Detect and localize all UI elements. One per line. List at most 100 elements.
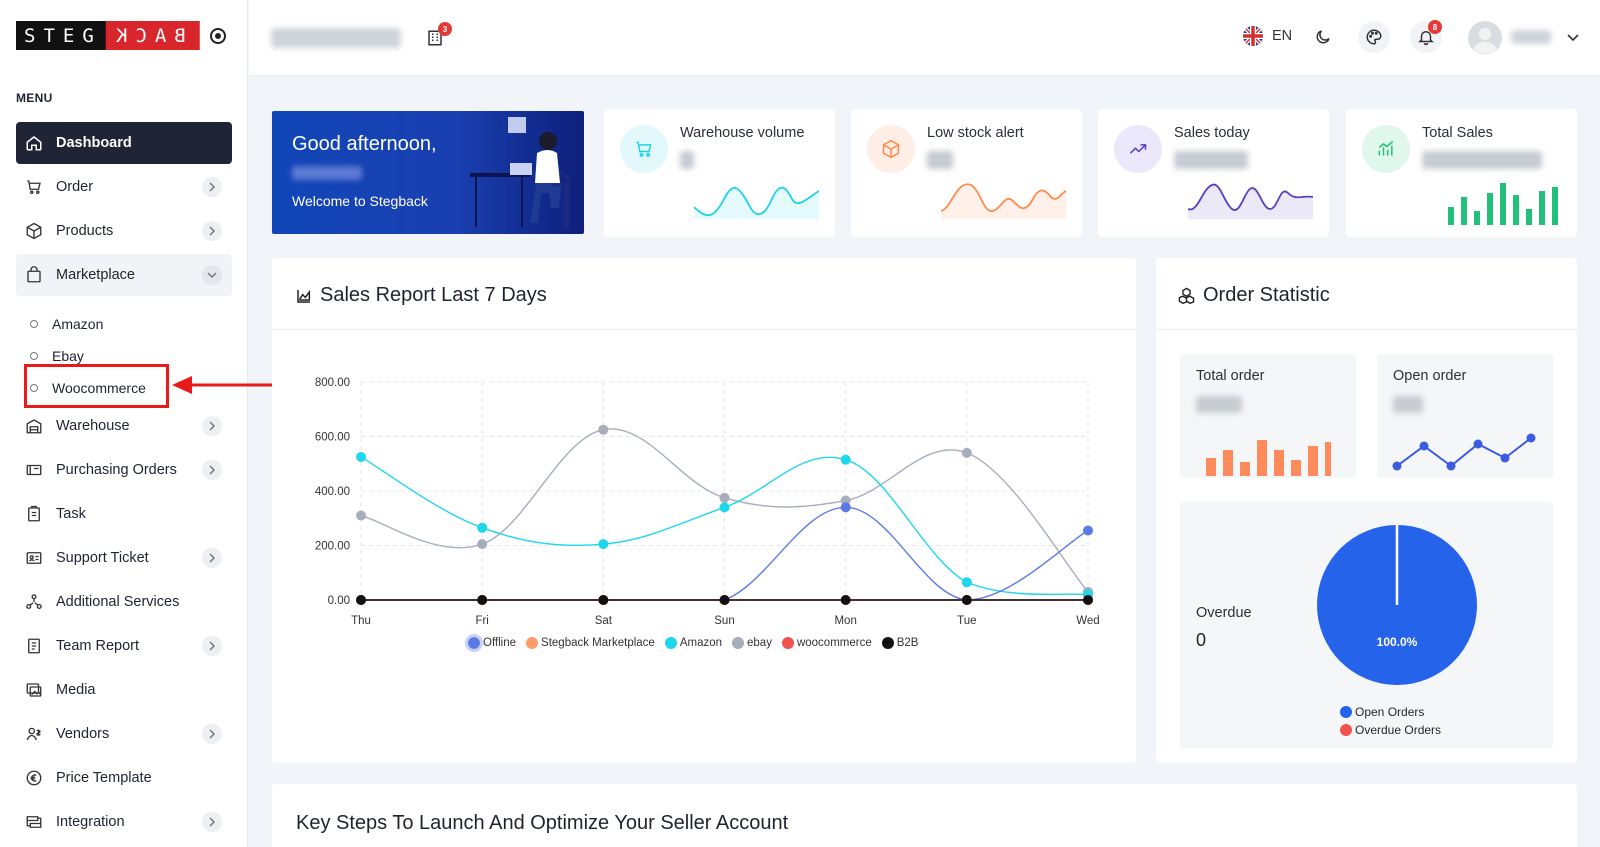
sidebar-item-warehouse[interactable]: Warehouse [16,405,232,447]
legend-item-amazon[interactable]: Amazon [664,637,722,649]
notifications-button[interactable]: 8 [1410,20,1442,53]
company-name-blurred[interactable] [271,28,401,48]
welcome-subtitle: Welcome to Stegback [292,193,428,209]
chevron-down-icon[interactable] [202,265,222,285]
sidebar-item-label: Team Report [56,638,140,654]
data-point-amazon [598,539,609,550]
data-point-b2b [477,595,488,605]
open-order-tile: Open order [1377,354,1553,478]
sidebar-subitem-woocommerce[interactable]: Woocommerce [30,378,146,398]
total-order-value-blurred [1196,396,1242,413]
avatar[interactable] [1468,21,1502,55]
divider [272,329,1136,330]
sidebar: STEG BACK MENU Dashboard Order Products … [0,0,248,847]
sidebar-item-label: Price Template [56,770,152,786]
chevron-right-icon[interactable] [202,460,222,480]
sidebar-item-media[interactable]: Media [16,669,232,711]
data-point-offline [840,502,851,513]
open-order-label: Open order [1393,368,1467,384]
x-tick-label: Tue [957,615,976,627]
chevron-right-icon[interactable] [202,724,222,744]
theme-button[interactable] [1358,21,1390,53]
logo-text-left: STEG [16,21,106,50]
sidebar-item-vendors[interactable]: Vendors [16,713,232,755]
chevron-right-icon[interactable] [202,416,222,436]
sidebar-item-marketplace[interactable]: Marketplace [16,254,232,296]
sidebar-item-integration[interactable]: Integration [16,801,232,843]
media-icon [24,680,44,700]
sidebar-item-purchasing-orders[interactable]: Purchasing Orders [16,449,232,491]
building-badge: 3 [438,22,452,36]
overdue-label: Overdue [1196,605,1252,621]
series-line-amazon [360,456,1089,596]
data-point-ebay [598,424,609,435]
key-steps-card: Key Steps To Launch And Optimize Your Se… [272,784,1577,847]
box-icon [867,125,915,173]
dark-mode-toggle[interactable] [1307,21,1339,53]
data-point-b2b [598,595,609,605]
data-point-b2b [961,595,972,605]
data-point-b2b [1083,595,1093,605]
chevron-down-icon[interactable] [1567,33,1579,43]
trending-up-icon [1114,125,1162,173]
chevron-right-icon[interactable] [202,636,222,656]
overdue-tile: Overdue 0 100.0% Open Orders Overdue Ord… [1180,502,1553,748]
legend-label: woocommerce [796,637,872,649]
legend-dot-icon [881,637,894,649]
user-name-blurred [292,166,362,180]
stat-value-blurred [680,151,694,169]
sidebar-item-products[interactable]: Products [16,210,232,252]
legend-item-stegback-marketplace[interactable]: Stegback Marketplace [526,637,655,649]
pie-legend-open-orders[interactable]: Open Orders [1340,705,1424,719]
bag-icon [24,265,44,285]
data-point-amazon [477,522,488,533]
user-name-blurred[interactable] [1511,30,1551,44]
sidebar-item-order[interactable]: Order [16,166,232,208]
language-selector[interactable]: EN [1242,25,1292,47]
x-tick-label: Thu [351,615,371,627]
chevron-right-icon[interactable] [202,812,222,832]
sidebar-item-label: Marketplace [56,267,135,283]
data-point-b2b [840,595,851,605]
sidebar-item-label: Dashboard [56,135,132,151]
sidebar-item-team-report[interactable]: Team Report [16,625,232,667]
sidebar-item-task[interactable]: Task [16,493,232,535]
y-tick-label: 600.00 [315,432,350,444]
legend-item-offline[interactable]: Offline [465,634,516,652]
building-icon[interactable]: 3 [424,22,452,48]
stegback-logo[interactable]: STEG BACK [16,21,226,50]
total-order-label: Total order [1196,368,1265,384]
sidebar-item-additional-services[interactable]: Additional Services [16,581,232,623]
data-point-amazon [719,502,730,513]
sidebar-item-label: Media [56,682,96,698]
sparkline-low-stock-alert [941,183,1066,219]
sidebar-item-support-ticket[interactable]: Support Ticket [16,537,232,579]
data-point-amazon [961,577,972,588]
stat-value-blurred [927,151,953,169]
chevron-right-icon[interactable] [202,548,222,568]
sidebar-subitem-amazon[interactable]: Amazon [30,314,103,334]
pie-legend-overdue-orders[interactable]: Overdue Orders [1340,723,1441,737]
highlight-box [24,364,169,408]
bullet-icon [30,320,38,328]
sidebar-item-dashboard[interactable]: Dashboard [16,122,232,164]
legend-dot-icon [1340,724,1352,736]
stat-label: Low stock alert [927,125,1024,141]
annotation-arrow-icon [172,376,275,394]
moon-icon [1316,30,1330,44]
legend-dot-icon [1340,706,1352,718]
legend-item-b2b[interactable]: B2B [881,637,918,649]
sidebar-toggle-icon[interactable] [209,27,226,44]
data-point-amazon [840,454,851,465]
overdue-value: 0 [1196,630,1207,650]
stat-label: Sales today [1174,125,1250,141]
chart-legend: Offline Stegback Marketplace Amazon ebay… [465,634,928,652]
sidebar-subitem-ebay[interactable]: Ebay [30,346,84,366]
legend-item-woocommerce[interactable]: woocommerce [781,637,872,649]
chevron-right-icon[interactable] [202,221,222,241]
pie-legend-label: Overdue Orders [1355,723,1442,737]
legend-item-ebay[interactable]: ebay [732,637,772,649]
sidebar-item-price-template[interactable]: Price Template [16,757,232,799]
chevron-right-icon[interactable] [202,177,222,197]
stat-card-sales-today: Sales today [1098,109,1329,237]
